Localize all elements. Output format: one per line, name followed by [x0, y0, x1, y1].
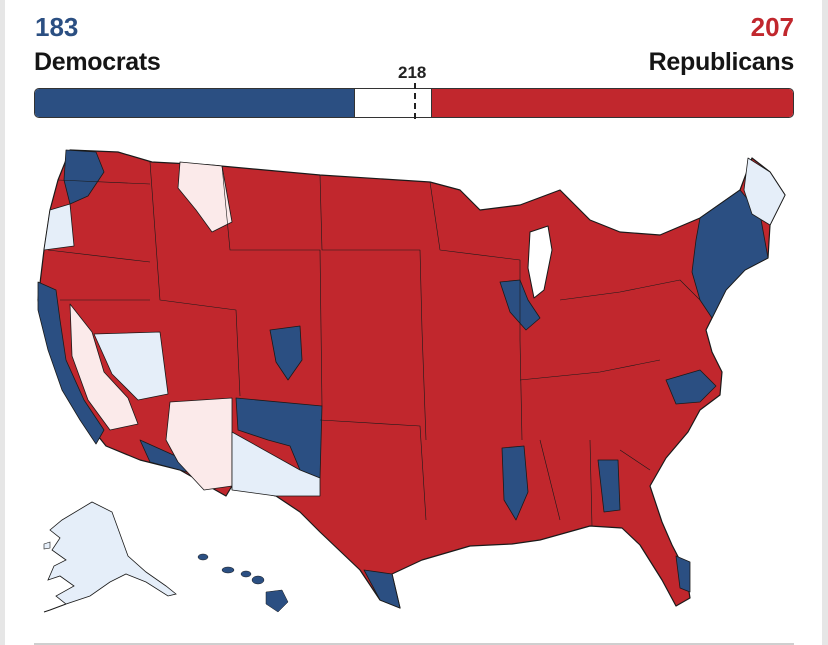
border-line [149, 161, 241, 397]
aleutian-islands [43, 603, 67, 613]
border-line [319, 174, 427, 441]
border-line [47, 179, 151, 301]
lean-rep-region-california-inland [69, 303, 139, 431]
lake-michigan [527, 225, 553, 299]
dem-region-virginia [665, 369, 717, 405]
hawaii-island-4 [251, 575, 265, 585]
dem-region-california-coast [37, 281, 105, 445]
dem-region-mississippi-delta [501, 445, 529, 521]
border-line [539, 439, 651, 527]
majority-threshold-label: 218 [398, 63, 427, 82]
democrat-seat-count: 183 [35, 12, 79, 42]
lean-dem-region-new-mexico [231, 431, 321, 497]
border-line [221, 165, 323, 407]
right-edge-bar [822, 0, 828, 645]
lean-dem-region-oregon-coast [43, 203, 75, 251]
dem-region-georgia [597, 459, 621, 513]
hawaii-island-3 [240, 570, 252, 578]
democrat-label: Democrats [34, 48, 161, 76]
alaska-island [43, 541, 51, 550]
left-edge-bar [0, 0, 5, 645]
majority-marker [414, 83, 416, 119]
hawaii-island-1 [197, 553, 209, 561]
lean-dem-region-maine [743, 157, 786, 226]
lean-rep-region-arizona [165, 397, 233, 491]
republican-seats-fill [431, 89, 793, 117]
lean-dem-region-nevada [93, 331, 169, 401]
dem-region-south-florida [675, 555, 691, 593]
hawaii-island-2 [221, 566, 235, 574]
border-line [429, 181, 523, 441]
hawaii-inset[interactable] [197, 553, 289, 613]
republican-seat-count: 207 [750, 12, 794, 42]
footer-divider [34, 643, 794, 645]
dem-region-utah-north [269, 325, 303, 381]
hawaii-big-island [265, 589, 289, 613]
border-line [559, 279, 701, 301]
dem-region-colorado [235, 397, 323, 479]
state-borders [47, 161, 701, 527]
alaska-inset[interactable] [43, 501, 177, 613]
dem-region-south-texas [363, 569, 401, 609]
democrat-seats-fill [35, 89, 355, 117]
border-line [519, 359, 661, 381]
border-line [319, 419, 427, 521]
republican-label: Republicans [648, 48, 795, 76]
contiguous-us[interactable] [37, 149, 786, 609]
alaska [47, 501, 177, 605]
